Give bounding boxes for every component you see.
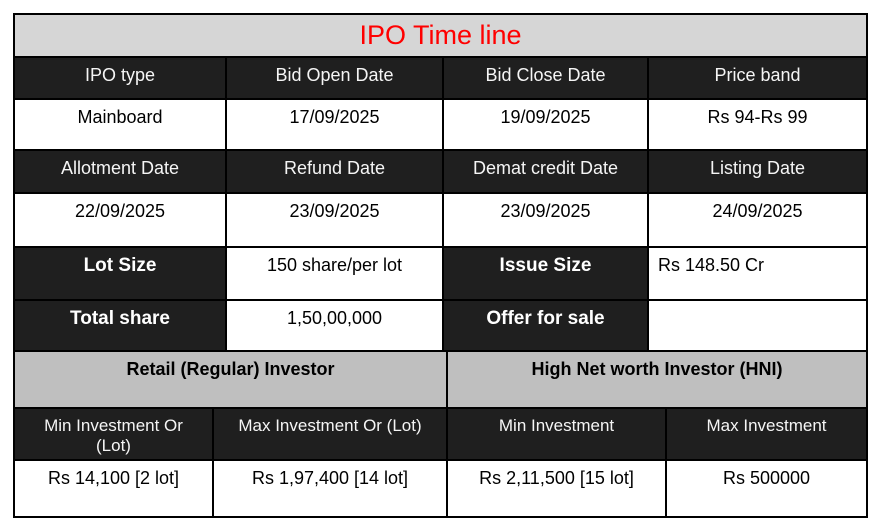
lot-size-value: 150 share/per lot [225, 246, 444, 301]
price-band-header: Price band [647, 56, 868, 100]
page-title: IPO Time line [13, 13, 868, 58]
hni-max-investment-value: Rs 500000 [665, 459, 869, 518]
ipo-timeline-sheet: IPO Time line IPO type Bid Open Date Bid… [12, 13, 869, 518]
hni-min-investment-value: Rs 2,11,500 [15 lot] [446, 459, 668, 518]
retail-max-investment-header: Max Investment Or (Lot) [211, 407, 449, 461]
ipo-type-value: Mainboard [13, 98, 227, 151]
issue-size-label: Issue Size [442, 246, 649, 301]
allotment-date-value: 22/09/2025 [13, 192, 227, 248]
issue-size-value: Rs 148.50 Cr [647, 246, 868, 301]
bid-open-date-value: 17/09/2025 [225, 98, 444, 151]
lot-size-label: Lot Size [13, 246, 227, 301]
offer-for-sale-value [647, 299, 868, 352]
hni-investor-section-header: High Net worth Investor (HNI) [446, 352, 869, 409]
investor-table: Retail (Regular) Investor High Net worth… [12, 352, 869, 518]
total-share-label: Total share [13, 299, 227, 352]
retail-investor-section-header: Retail (Regular) Investor [12, 352, 449, 409]
price-band-value: Rs 94-Rs 99 [647, 98, 868, 151]
retail-min-investment-value: Rs 14,100 [2 lot] [13, 459, 214, 518]
hni-max-investment-header: Max Investment [665, 407, 869, 461]
ipo-timeline-table: IPO Time line IPO type Bid Open Date Bid… [13, 13, 868, 352]
retail-max-investment-value: Rs 1,97,400 [14 lot] [211, 459, 449, 518]
listing-date-value: 24/09/2025 [647, 192, 868, 248]
retail-min-investment-header: Min Investment Or (Lot) [13, 407, 214, 461]
allotment-date-header: Allotment Date [13, 149, 227, 194]
listing-date-header: Listing Date [647, 149, 868, 194]
bid-open-date-header: Bid Open Date [225, 56, 444, 100]
refund-date-value: 23/09/2025 [225, 192, 444, 248]
demat-credit-date-header: Demat credit Date [442, 149, 649, 194]
hni-min-investment-header: Min Investment [446, 407, 668, 461]
demat-credit-date-value: 23/09/2025 [442, 192, 649, 248]
refund-date-header: Refund Date [225, 149, 444, 194]
total-share-value: 1,50,00,000 [225, 299, 444, 352]
ipo-type-header: IPO type [13, 56, 227, 100]
bid-close-date-header: Bid Close Date [442, 56, 649, 100]
bid-close-date-value: 19/09/2025 [442, 98, 649, 151]
offer-for-sale-label: Offer for sale [442, 299, 649, 352]
